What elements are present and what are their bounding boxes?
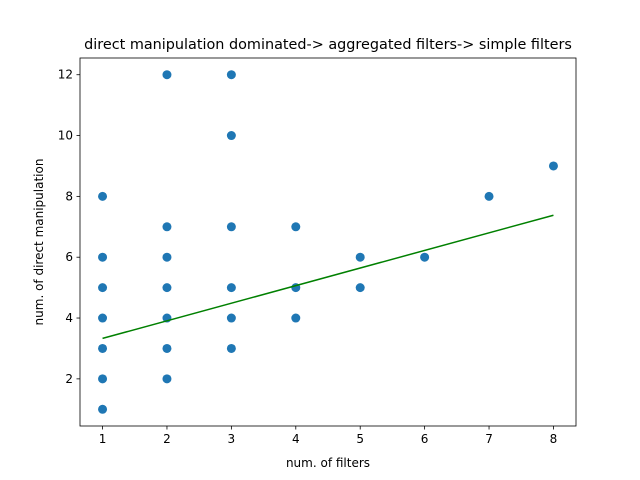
plot-area xyxy=(98,70,558,414)
data-point xyxy=(162,222,172,232)
x-tick-label: 3 xyxy=(228,432,236,446)
data-point xyxy=(98,404,108,414)
data-point xyxy=(98,283,108,293)
y-tick-label: 8 xyxy=(65,189,73,203)
data-point xyxy=(226,70,236,80)
data-point xyxy=(162,252,172,262)
data-point xyxy=(162,70,172,80)
plot-frame xyxy=(79,57,577,427)
x-tick-label: 6 xyxy=(421,432,429,446)
y-tick-label: 12 xyxy=(58,68,73,82)
data-point xyxy=(98,252,108,262)
y-tick-label: 2 xyxy=(65,372,73,386)
data-point xyxy=(355,252,365,262)
y-axis-label: num. of direct manipulation xyxy=(32,159,46,326)
data-point xyxy=(484,191,494,201)
data-point xyxy=(162,343,172,353)
data-point xyxy=(98,374,108,384)
x-tick-label: 8 xyxy=(550,432,558,446)
data-point xyxy=(226,131,236,141)
data-point xyxy=(291,313,301,323)
data-point xyxy=(98,343,108,353)
data-point xyxy=(226,343,236,353)
x-tick-label: 4 xyxy=(292,432,300,446)
data-point xyxy=(98,313,108,323)
data-point xyxy=(548,161,558,171)
data-point xyxy=(291,222,301,232)
data-point xyxy=(162,374,172,384)
data-point xyxy=(355,283,365,293)
data-point xyxy=(226,222,236,232)
x-tick-label: 2 xyxy=(163,432,171,446)
data-point xyxy=(162,283,172,293)
data-point xyxy=(420,252,430,262)
x-axis-label: num. of filters xyxy=(286,456,370,470)
y-tick-label: 4 xyxy=(65,311,73,325)
x-tick-label: 5 xyxy=(356,432,364,446)
trend-line xyxy=(102,214,554,340)
data-point xyxy=(226,283,236,293)
x-tick-label: 7 xyxy=(485,432,493,446)
y-tick-label: 6 xyxy=(65,250,73,264)
x-tick-label: 1 xyxy=(99,432,107,446)
y-tick-label: 10 xyxy=(58,129,73,143)
data-point xyxy=(98,191,108,201)
data-point xyxy=(226,313,236,323)
chart-title: direct manipulation dominated-> aggregat… xyxy=(84,37,572,53)
